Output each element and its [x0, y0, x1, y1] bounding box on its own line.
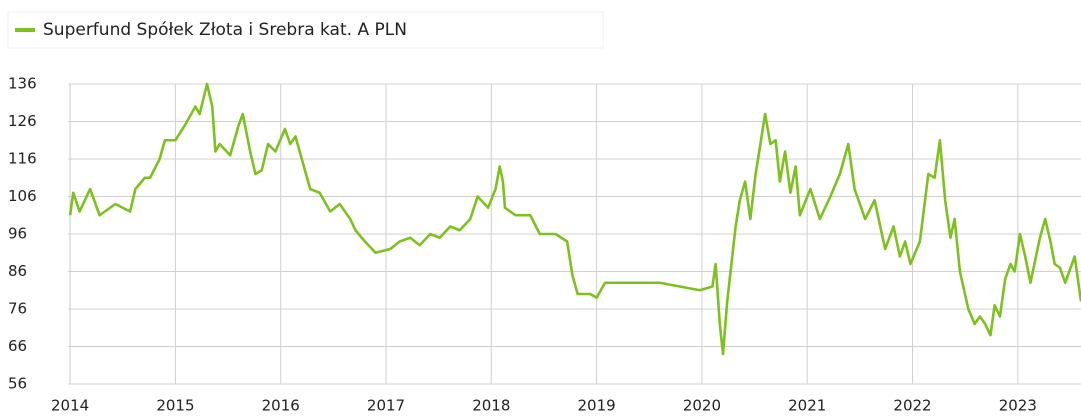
- y-tick-label: 116: [8, 150, 37, 168]
- y-tick-label: 56: [8, 375, 27, 393]
- legend-box: [7, 11, 604, 49]
- x-tick-label: 2023: [999, 397, 1037, 415]
- y-tick-label: 136: [8, 75, 37, 93]
- x-tick-label: 2021: [788, 397, 826, 415]
- y-tick-label: 66: [8, 337, 27, 355]
- x-tick-label: 2019: [578, 397, 616, 415]
- x-tick-label: 2020: [683, 397, 721, 415]
- x-tick-label: 2014: [51, 397, 89, 415]
- x-tick-label: 2018: [472, 397, 510, 415]
- x-tick-label: 2016: [262, 397, 300, 415]
- x-tick-label: 2017: [367, 397, 405, 415]
- y-tick-label: 86: [8, 262, 27, 280]
- legend-label: Superfund Spółek Złota i Srebra kat. A P…: [43, 20, 407, 40]
- y-tick-label: 96: [8, 225, 27, 243]
- x-tick-label: 2022: [893, 397, 931, 415]
- x-tick-label: 2015: [156, 397, 194, 415]
- y-tick-label: 126: [8, 112, 37, 130]
- y-tick-label: 106: [8, 187, 37, 205]
- y-tick-label: 76: [8, 300, 27, 318]
- data-line: [68, 82, 1081, 356]
